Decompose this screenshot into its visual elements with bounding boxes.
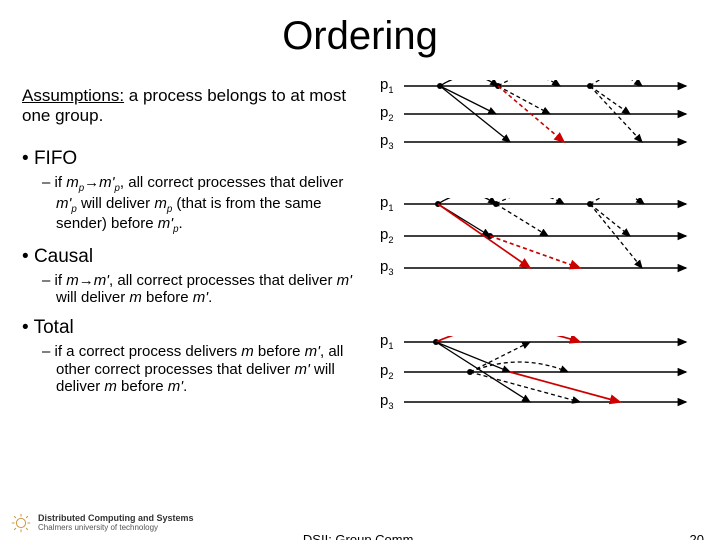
diagram-total: p1 p2 p3 [380, 336, 706, 446]
bullet-causal: Causal [22, 246, 362, 268]
slide-title: Ordering [0, 14, 720, 59]
diagrams: p1 p2 p3 [380, 80, 706, 490]
p2-label-2: p2 [380, 226, 394, 245]
diagram-total-svg [380, 336, 706, 446]
diagram-causal: p1 p2 p3 [380, 198, 706, 308]
p1-label: p1 [380, 76, 394, 95]
p1-label-3: p1 [380, 332, 394, 351]
bullet-fifo: FIFO [22, 148, 362, 170]
assumptions-label: Assumptions: [22, 86, 124, 105]
diagram-fifo: p1 p2 p3 [380, 80, 706, 176]
p1-label-2: p1 [380, 194, 394, 213]
gear-icon [10, 512, 32, 534]
bullet-total: Total [22, 317, 362, 339]
fifo-detail: if mp→m'p, all correct processes that de… [56, 174, 362, 236]
p2-label-3: p2 [380, 362, 394, 381]
footer-brand: Distributed Computing and Systems Chalme… [10, 512, 194, 534]
p2-label: p2 [380, 104, 394, 123]
total-detail: if a correct process delivers m before m… [56, 343, 362, 396]
diagram-fifo-svg [380, 80, 706, 176]
slide: Ordering Assumptions: a process belongs … [0, 0, 720, 540]
bullet-list: FIFO if mp→m'p, all correct processes th… [22, 144, 362, 406]
p3-label-2: p3 [380, 258, 394, 277]
diagram-causal-svg [380, 198, 706, 308]
brand-text: Distributed Computing and Systems Chalme… [38, 514, 194, 532]
slide-number: 20 [690, 532, 704, 540]
footer-center: DSII: Group Comm. [0, 532, 720, 540]
assumptions-text: Assumptions: a process belongs to at mos… [22, 86, 352, 126]
causal-detail: if m→m', all correct processes that deli… [56, 272, 362, 307]
p3-label-3: p3 [380, 392, 394, 411]
p3-label: p3 [380, 132, 394, 151]
